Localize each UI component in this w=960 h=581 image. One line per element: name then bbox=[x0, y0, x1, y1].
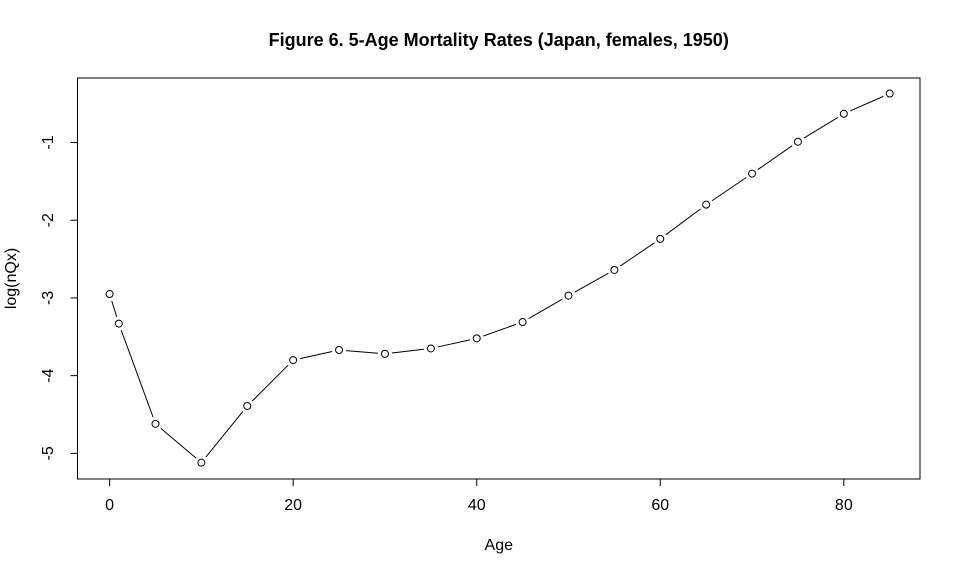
data-point bbox=[472, 334, 481, 343]
data-point bbox=[151, 419, 160, 428]
data-point bbox=[380, 349, 389, 358]
data-point bbox=[564, 291, 573, 300]
data-point bbox=[885, 89, 894, 98]
series-segment bbox=[574, 272, 609, 293]
x-tick-label: 0 bbox=[105, 497, 114, 514]
chart-title: Figure 6. 5-Age Mortality Rates (Japan, … bbox=[269, 30, 729, 50]
series-segment bbox=[619, 242, 655, 267]
series-segment bbox=[160, 427, 197, 459]
series-segment bbox=[111, 300, 118, 318]
data-point bbox=[793, 137, 802, 146]
series-segment bbox=[299, 351, 333, 360]
y-tick-label: -3 bbox=[40, 291, 57, 305]
y-tick-label: -5 bbox=[40, 446, 57, 460]
series-segment bbox=[437, 339, 470, 348]
x-axis: 0 20 40 60 80 bbox=[105, 479, 853, 514]
series-log-nqx bbox=[105, 89, 894, 467]
data-point bbox=[197, 458, 206, 467]
series-segment bbox=[528, 298, 563, 319]
data-point bbox=[289, 356, 298, 365]
y-tick-label: -2 bbox=[40, 213, 57, 227]
plot-border bbox=[77, 77, 921, 480]
series-segment bbox=[665, 208, 701, 236]
data-point bbox=[105, 290, 114, 299]
y-axis-title: log(nQx) bbox=[3, 248, 20, 309]
series-segment bbox=[757, 145, 793, 171]
x-tick-label: 40 bbox=[468, 497, 486, 514]
x-tick-label: 80 bbox=[835, 497, 853, 514]
x-axis-title: Age bbox=[485, 537, 514, 554]
series-segment bbox=[345, 350, 379, 354]
data-point bbox=[243, 401, 252, 410]
data-point bbox=[610, 265, 619, 274]
series-segment bbox=[251, 364, 289, 402]
data-point bbox=[839, 109, 848, 118]
y-tick-label: -1 bbox=[40, 135, 57, 149]
x-tick-label: 60 bbox=[651, 497, 669, 514]
y-tick-label: -4 bbox=[40, 368, 57, 382]
x-tick-label: 20 bbox=[284, 497, 302, 514]
data-point bbox=[114, 319, 123, 328]
series-segment bbox=[711, 177, 747, 202]
data-point bbox=[748, 169, 757, 178]
y-axis: -1 -2 -3 -4 -5 bbox=[40, 135, 78, 460]
series-segment bbox=[120, 329, 154, 418]
series-segment bbox=[803, 116, 839, 139]
data-point bbox=[335, 345, 344, 354]
data-point bbox=[656, 234, 665, 243]
series-segment bbox=[391, 348, 424, 354]
data-point bbox=[518, 318, 527, 327]
data-point bbox=[702, 200, 711, 209]
series-segment bbox=[205, 411, 244, 458]
series-segment bbox=[483, 323, 517, 337]
data-point bbox=[426, 344, 435, 353]
series-segment bbox=[850, 95, 884, 112]
